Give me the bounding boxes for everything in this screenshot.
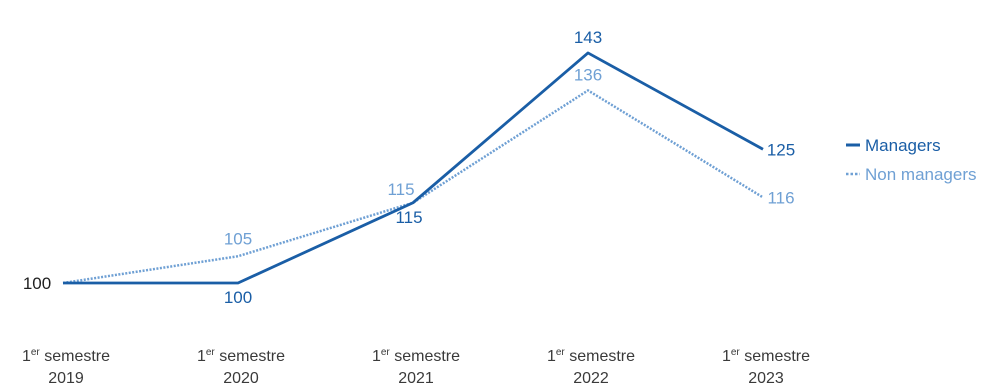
data-label-managers-4: 125 (767, 140, 795, 159)
legend-label: Managers (865, 136, 941, 155)
x-tick-label-4: 1er semestre 2023 (722, 347, 810, 385)
svg-text:2022: 2022 (573, 370, 609, 385)
legend: Managers Non managers (846, 136, 977, 184)
data-label-managers-0: 100 (23, 274, 51, 293)
legend-label: Non managers (865, 165, 977, 184)
svg-text:2023: 2023 (748, 370, 784, 385)
x-tick-label-0: 1er semestre 2019 (22, 347, 110, 385)
svg-text:1er semestre: 1er semestre (722, 347, 810, 365)
svg-text:1er semestre: 1er semestre (22, 347, 110, 365)
svg-text:1er semestre: 1er semestre (547, 347, 635, 365)
data-label-managers-1: 100 (224, 288, 252, 307)
svg-text:1er semestre: 1er semestre (372, 347, 460, 365)
svg-text:2020: 2020 (223, 370, 259, 385)
x-tick-label-1: 1er semestre 2020 (197, 347, 285, 385)
legend-item-non-managers: Non managers (846, 165, 977, 184)
data-label-non-managers-1: 105 (224, 229, 252, 248)
data-label-non-managers-2: 115 (387, 180, 414, 199)
data-label-managers-2: 115 (395, 208, 422, 227)
svg-text:2021: 2021 (398, 370, 434, 385)
data-label-non-managers-4: 116 (767, 188, 794, 207)
data-label-layer: 100 100 115 143 125 105 115 136 116 (23, 28, 795, 307)
x-tick-label-2: 1er semestre 2021 (372, 347, 460, 385)
data-label-non-managers-3: 136 (574, 65, 602, 84)
svg-text:1er semestre: 1er semestre (197, 347, 285, 365)
data-label-managers-3: 143 (574, 28, 602, 47)
series-layer (62, 51, 764, 285)
series-line-managers (63, 51, 764, 285)
legend-item-managers: Managers (846, 136, 941, 155)
svg-text:2019: 2019 (48, 370, 84, 385)
x-tick-label-3: 1er semestre 2022 (547, 347, 635, 385)
